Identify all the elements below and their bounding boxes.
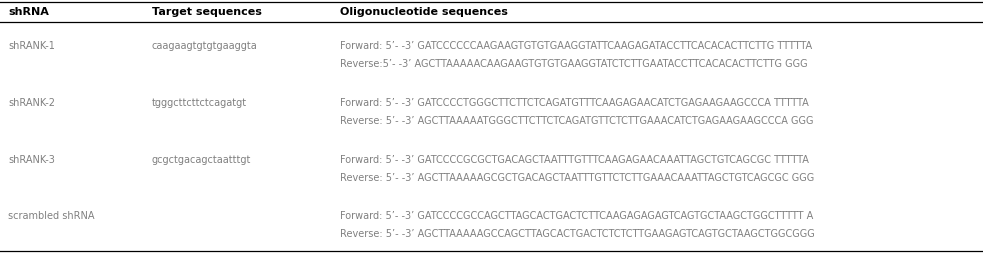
Text: Reverse: 5’- -3’ AGCTTAAAAAGCCAGCTTAGCACTGACTCTCTCTTGAAGAGTCAGTGCTAAGCTGGCGGG: Reverse: 5’- -3’ AGCTTAAAAAGCCAGCTTAGCAC…: [340, 229, 815, 239]
Text: gcgctgacagctaatttgt: gcgctgacagctaatttgt: [152, 155, 252, 165]
Text: scrambled shRNA: scrambled shRNA: [8, 211, 94, 221]
Text: Forward: 5’- -3’ GATCCCCTGGGCTTCTTCTCAGATGTTTCAAGAGAACATCTGAGAAGAAGCCCA TTTTTA: Forward: 5’- -3’ GATCCCCTGGGCTTCTTCTCAGA…: [340, 98, 809, 108]
Text: Reverse:5’- -3’ AGCTTAAAAACAAGAAGTGTGTGAAGGTATCTCTTGAATACCTTCACACACTTCTTG GGG: Reverse:5’- -3’ AGCTTAAAAACAAGAAGTGTGTGA…: [340, 59, 808, 69]
Text: Oligonucleotide sequences: Oligonucleotide sequences: [340, 7, 508, 17]
Text: shRANK-3: shRANK-3: [8, 155, 55, 165]
Text: shRANK-1: shRANK-1: [8, 41, 55, 51]
Text: Forward: 5’- -3’ GATCCCCGCGCTGACAGCTAATTTGTTTCAAGAGAACAAATTAGCTGTCAGCGC TTTTTA: Forward: 5’- -3’ GATCCCCGCGCTGACAGCTAATT…: [340, 155, 809, 165]
Text: Reverse: 5’- -3’ AGCTTAAAAATGGGCTTCTTCTCAGATGTTCTCTTGAAACATCTGAGAAGAAGCCCA GGG: Reverse: 5’- -3’ AGCTTAAAAATGGGCTTCTTCTC…: [340, 116, 814, 126]
Text: Forward: 5’- -3’ GATCCCCCCAAGAAGTGTGTGAAGGTATTCAAGAGATACCTTCACACACTTCTTG TTTTTA: Forward: 5’- -3’ GATCCCCCCAAGAAGTGTGTGAA…: [340, 41, 812, 51]
Text: caagaagtgtgtgaaggta: caagaagtgtgtgaaggta: [152, 41, 258, 51]
Text: Target sequences: Target sequences: [152, 7, 261, 17]
Text: Forward: 5’- -3’ GATCCCCGCCAGCTTAGCACTGACTCTTCAAGAGAGAGTCAGTGCTAAGCTGGCTTTTT A: Forward: 5’- -3’ GATCCCCGCCAGCTTAGCACTGA…: [340, 211, 813, 221]
Text: shRANK-2: shRANK-2: [8, 98, 55, 108]
Text: Reverse: 5’- -3’ AGCTTAAAAAGCGCTGACAGCTAATTTGTTCTCTTGAAACAAATTAGCTGTCAGCGC GGG: Reverse: 5’- -3’ AGCTTAAAAAGCGCTGACAGCTA…: [340, 173, 814, 183]
Text: tgggcttcttctcagatgt: tgggcttcttctcagatgt: [152, 98, 247, 108]
Text: shRNA: shRNA: [8, 7, 49, 17]
